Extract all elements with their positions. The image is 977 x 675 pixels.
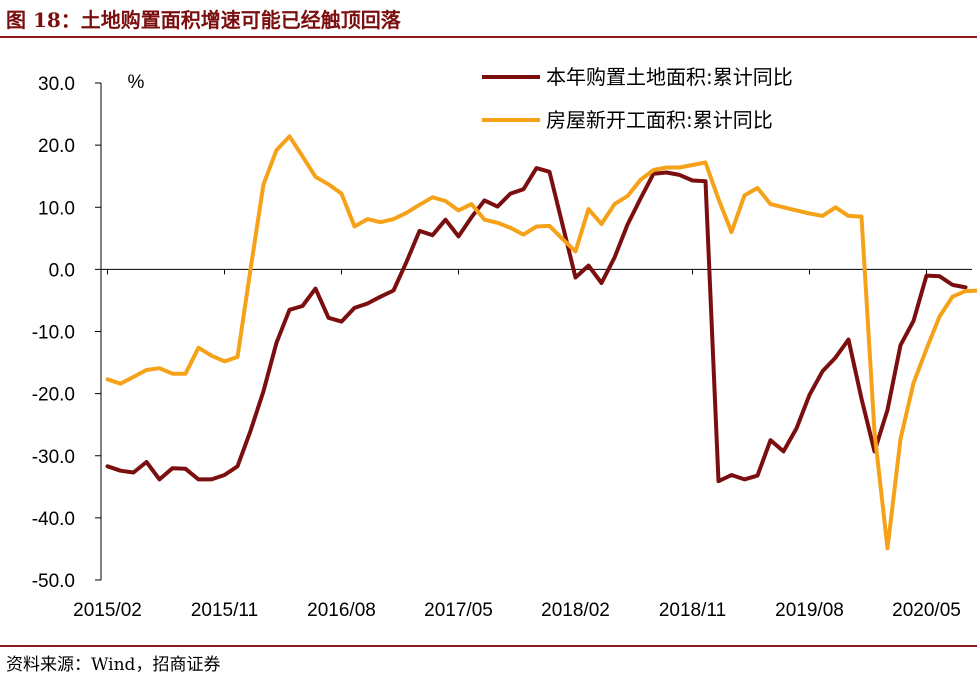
y-unit-label: % xyxy=(128,72,145,93)
source-note: 资料来源：Wind，招商证券 xyxy=(6,650,220,675)
bottom-rule xyxy=(0,645,977,647)
y-tick-label: 20.0 xyxy=(38,136,75,157)
y-tick-label: 30.0 xyxy=(38,74,75,95)
series-line-land xyxy=(108,168,966,481)
x-tick-label: 2016/08 xyxy=(307,600,376,621)
y-tick-label: 0.0 xyxy=(49,260,75,281)
x-tick-label: 2019/08 xyxy=(775,600,844,621)
axes: 30.0 20.0 10.0 0.0 -10.0 -20.0 -30.0 -40.0 -50.0… xyxy=(32,72,972,621)
legend-label-land: 本年购置土地面积:累计同比 xyxy=(546,65,793,89)
x-tick-label: 2017/05 xyxy=(424,600,493,621)
series-lines xyxy=(108,136,977,548)
line-chart: 30.0 20.0 10.0 0.0 -10.0 -20.0 -30.0 -40.0 -50.0… xyxy=(0,38,977,644)
x-tick-label: 2015/02 xyxy=(73,600,142,621)
y-tick-label: -20.0 xyxy=(32,385,75,406)
x-tick-label: 2020/05 xyxy=(892,600,961,621)
chart-title: 图 18：土地购置面积增速可能已经触顶回落 xyxy=(6,4,401,33)
y-tick-label: -40.0 xyxy=(32,509,75,530)
y-tick-label: 10.0 xyxy=(38,198,75,219)
legend-label-construction: 房屋新开工面积:累计同比 xyxy=(546,108,773,132)
x-tick-label: 2018/02 xyxy=(541,600,610,621)
y-tick-label: -30.0 xyxy=(32,447,75,468)
x-tick-label: 2015/11 xyxy=(191,600,258,621)
x-tick-label: 2018/11 xyxy=(659,600,726,621)
y-tick-label: -50.0 xyxy=(32,571,75,592)
y-tick-label: -10.0 xyxy=(32,323,75,344)
